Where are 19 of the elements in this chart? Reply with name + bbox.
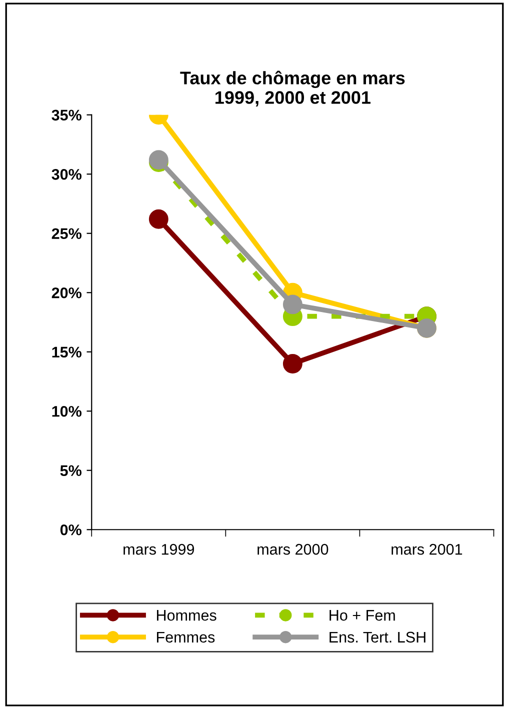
chart-title: Taux de chômage en mars 1999, 2000 et 2001 <box>180 70 405 107</box>
point <box>282 354 302 374</box>
x-tick-label: mars 2001 <box>392 544 462 555</box>
y-tick-label: 10% <box>52 406 82 417</box>
y-tick-label: 35% <box>52 110 82 121</box>
y-tick-label: 30% <box>52 168 82 180</box>
y-tick-label: 0% <box>60 524 82 536</box>
point <box>282 294 302 314</box>
legend-label: Femmes <box>156 632 215 643</box>
x-tick-label: mars 2000 <box>258 544 328 555</box>
point <box>148 209 168 229</box>
legend-label: Hommes <box>156 610 216 621</box>
y-tick-label: 25% <box>52 228 82 240</box>
y-tick-label: 5% <box>60 465 82 476</box>
y-tick-label: 20% <box>52 287 82 298</box>
x-tick-label: mars 1999 <box>124 544 194 555</box>
y-tick-label: 15% <box>52 346 82 358</box>
legend-label: Ho + Fem <box>330 610 395 621</box>
legend-label: Ens. Tert. LSH <box>330 632 426 643</box>
